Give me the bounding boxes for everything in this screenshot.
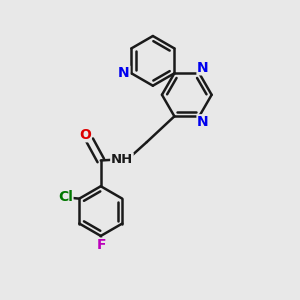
Text: Cl: Cl xyxy=(58,190,73,204)
Text: F: F xyxy=(97,238,106,252)
Text: N: N xyxy=(197,115,209,129)
Text: N: N xyxy=(197,61,209,75)
Text: O: O xyxy=(79,128,91,142)
Text: NH: NH xyxy=(111,153,133,166)
Text: N: N xyxy=(118,66,130,80)
